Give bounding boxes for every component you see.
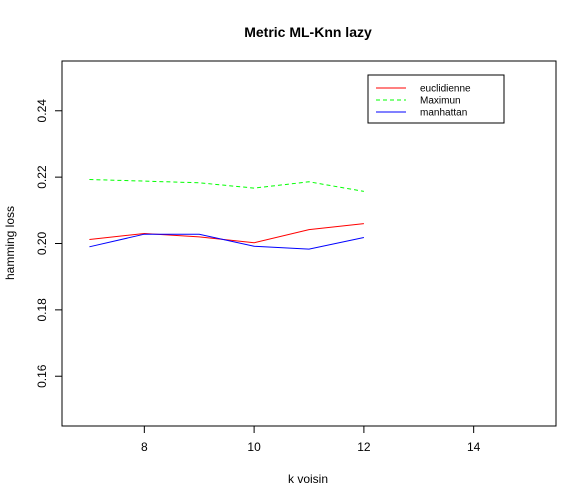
legend-label-euclidienne: euclidienne — [420, 84, 471, 95]
y-axis-label: hamming loss — [3, 206, 17, 280]
x-tick-label: 10 — [247, 440, 261, 454]
x-tick-label: 12 — [357, 440, 371, 454]
x-tick-label: 8 — [141, 440, 148, 454]
x-tick-label: 14 — [467, 440, 481, 454]
y-tick-label: 0.24 — [35, 99, 49, 123]
series-layer — [89, 179, 365, 250]
x-axis: 8 10 12 14 — [141, 425, 481, 454]
legend-label-manhattan: manhattan — [420, 108, 467, 119]
legend-label-maximun: Maximun — [420, 96, 461, 107]
series-line-manhattan — [89, 233, 365, 250]
chart-title: Metric ML-Knn lazy — [244, 24, 372, 40]
y-tick-label: 0.18 — [35, 298, 49, 322]
legend-box — [367, 74, 505, 124]
y-tick-label: 0.20 — [35, 231, 49, 255]
x-axis-label: k voisin — [288, 472, 328, 486]
y-axis: 0.16 0.18 0.20 0.22 0.24 — [35, 99, 63, 388]
y-tick-label: 0.16 — [35, 364, 49, 388]
y-tick-label: 0.22 — [35, 165, 49, 189]
series-line-maximun — [89, 179, 364, 192]
